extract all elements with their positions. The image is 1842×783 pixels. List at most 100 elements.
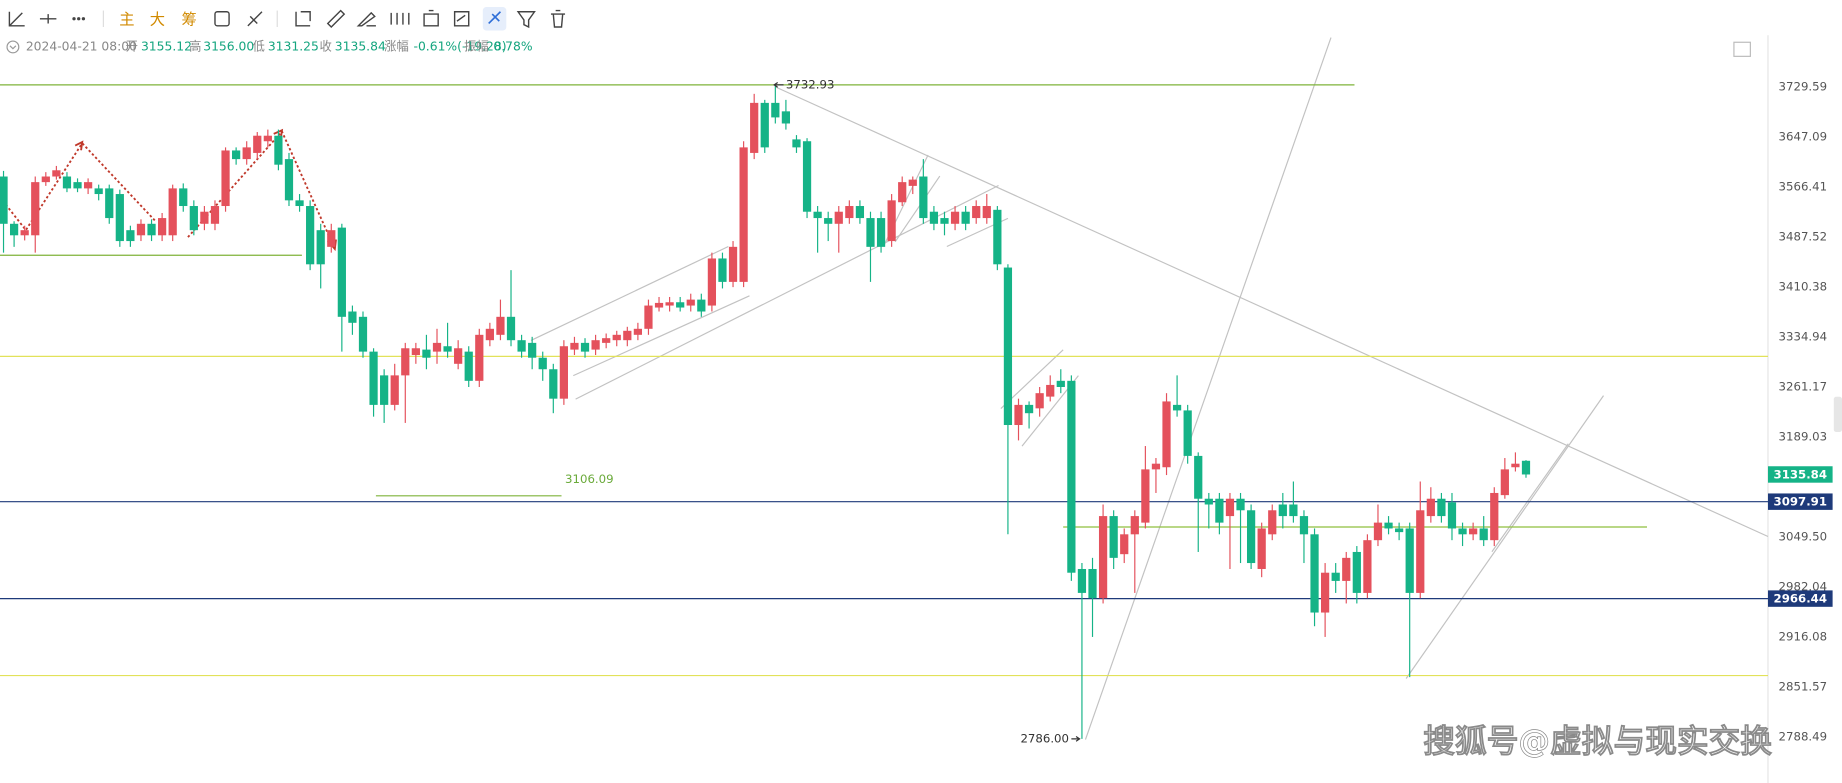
candle-body (781, 111, 791, 124)
candle-body (221, 150, 230, 207)
tool-big[interactable]: 大 (150, 10, 165, 28)
tool-refresh[interactable] (214, 11, 230, 27)
candle-body (1490, 492, 1499, 541)
collapse-icon[interactable] (6, 40, 20, 54)
candle-body (443, 346, 452, 352)
candle-body (633, 328, 642, 335)
candle-body (802, 141, 812, 212)
tool-lock[interactable] (423, 9, 439, 27)
candle-body (475, 334, 484, 381)
y-tick-label: 3647.09 (1779, 129, 1828, 143)
tool-hline[interactable] (39, 14, 57, 24)
tool-pen[interactable] (356, 11, 376, 27)
candle-body (358, 316, 368, 352)
candle-body (242, 147, 251, 160)
candle-body (602, 338, 611, 343)
candle-body (718, 258, 727, 282)
candle-body (9, 223, 19, 236)
candle-body (105, 188, 114, 219)
candle-body (369, 351, 378, 405)
candle-body (697, 299, 706, 312)
candle-body (517, 340, 526, 352)
candle-body (1236, 498, 1245, 511)
candle-body (31, 182, 40, 236)
candle-body (1225, 498, 1235, 517)
trend-line (530, 245, 729, 341)
scroll-handle[interactable] (1833, 396, 1842, 432)
candle-body (760, 102, 769, 148)
info-date: 2024-04-21 08:00 (26, 39, 137, 53)
info-value: 3135.84 (335, 39, 386, 53)
y-tick-label: 2916.08 (1779, 629, 1828, 643)
tool-filter[interactable] (516, 11, 536, 29)
candle-body (401, 348, 410, 376)
tool-more[interactable] (72, 17, 86, 21)
candle-body (390, 375, 399, 405)
info-label: 收 (320, 39, 332, 53)
annotation: 3732.93 (786, 77, 835, 91)
watermark: 搜狐号@虚拟与现实交换 (1423, 723, 1772, 760)
candle-body (570, 342, 579, 350)
trend-line (1405, 395, 1605, 679)
candle-body (1151, 463, 1161, 470)
price-label: 3097.91 (1774, 495, 1827, 509)
candle-body (580, 342, 590, 352)
candle-body (1120, 534, 1129, 555)
y-tick-label: 3487.52 (1779, 229, 1828, 243)
candle-body (919, 176, 928, 219)
candle-body (506, 316, 516, 341)
tool-ruler[interactable] (326, 9, 346, 28)
candle-body (485, 328, 494, 341)
candle-body (1321, 572, 1330, 613)
candle-body (898, 182, 907, 203)
tool-line[interactable] (8, 11, 25, 27)
annotation: 2786.00 (1020, 731, 1069, 745)
candle-body (1426, 498, 1435, 517)
candle-body (1363, 540, 1372, 593)
wave-line (0, 141, 156, 232)
annotation-arrow (1071, 736, 1081, 742)
candle-body (961, 211, 970, 224)
candle-body (1437, 498, 1446, 517)
candle-body (549, 369, 558, 399)
tool-candles[interactable] (390, 12, 410, 25)
candle-body (623, 330, 632, 341)
candle-body (52, 170, 61, 177)
trend-line (573, 295, 750, 377)
tool-delete[interactable] (550, 9, 566, 28)
last-price-label: 3135.84 (1774, 468, 1827, 482)
tool-main[interactable]: 主 (119, 10, 134, 28)
tool-magnet[interactable] (488, 11, 502, 25)
candle-body (908, 179, 917, 186)
candle-body (972, 206, 981, 219)
candle-body (528, 342, 537, 358)
candle-body (0, 176, 8, 224)
candle-body (1299, 516, 1309, 535)
candle-body (750, 102, 759, 153)
candle-body (1416, 510, 1425, 593)
y-tick-label: 2982.04 (1779, 579, 1828, 593)
candle-body (1141, 469, 1150, 523)
candle-body (676, 302, 685, 308)
candle-body (728, 246, 738, 282)
candle-body (982, 206, 991, 219)
candle-body (1246, 510, 1256, 564)
tool-edit[interactable] (453, 11, 470, 27)
candle-body (1098, 516, 1108, 599)
candle-body (1310, 534, 1319, 613)
candle-body (834, 211, 843, 224)
tool-brush[interactable] (247, 11, 263, 27)
tool-chip[interactable]: 筹 (182, 10, 197, 28)
tool-copy[interactable] (295, 11, 311, 27)
candle-body (1278, 504, 1287, 517)
y-tick-label: 2851.57 (1779, 679, 1828, 693)
trend-line (775, 86, 1769, 538)
candle-body (316, 230, 325, 265)
info-label: 高 (189, 38, 201, 53)
candle-body (538, 357, 547, 370)
candle-body (1204, 498, 1213, 505)
candle-body (1035, 393, 1044, 409)
candle-body (210, 206, 220, 224)
candle-body (337, 227, 346, 317)
fullscreen-button[interactable] (1733, 41, 1751, 57)
